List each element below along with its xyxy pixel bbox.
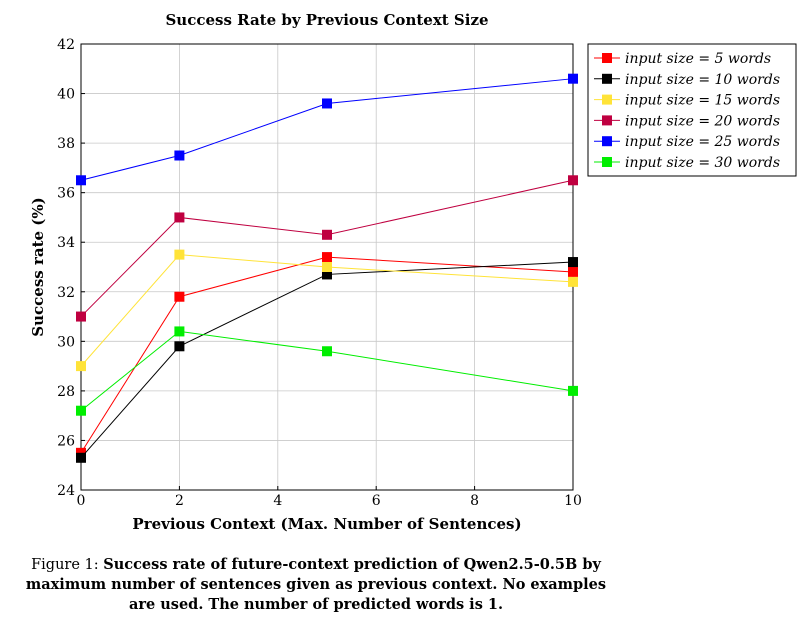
data-point: [568, 266, 578, 277]
figure-caption: Figure 1: Success rate of future-context…: [24, 555, 608, 615]
x-tick-label: 4: [273, 493, 282, 509]
series-line: [80, 256, 574, 454]
series-3: [76, 175, 578, 322]
legend-entry: input size = 30 words: [594, 155, 780, 171]
data-point: [322, 269, 332, 280]
series-line: [80, 254, 574, 367]
series-5: [76, 326, 578, 416]
caption-figure-label: Figure 1:: [31, 557, 99, 573]
legend-entry: input size = 20 words: [594, 113, 780, 129]
series-group: [76, 73, 578, 463]
legend: input size = 5 words input size = 10 word…: [587, 43, 797, 177]
data-point: [174, 249, 185, 260]
legend-marker: [602, 94, 612, 105]
y-tick-label: 42: [57, 37, 75, 53]
legend-marker: [602, 115, 612, 126]
data-point: [174, 150, 185, 161]
y-tick-label: 36: [57, 186, 75, 202]
data-point: [76, 405, 86, 416]
data-point: [322, 346, 332, 357]
data-point: [322, 229, 332, 240]
series-line: [80, 330, 574, 412]
legend-label: input size = 5 words: [625, 51, 771, 67]
data-point: [322, 252, 332, 263]
legend-label: input size = 30 words: [625, 155, 780, 171]
x-tick-label: 8: [470, 493, 479, 509]
caption-text: Success rate of future-context predictio…: [25, 556, 607, 613]
data-point: [174, 291, 185, 302]
y-tick-label: 34: [57, 235, 75, 251]
series-line: [80, 78, 574, 181]
data-point: [76, 452, 86, 463]
data-point: [174, 212, 185, 223]
x-tick-label: 6: [372, 493, 381, 509]
series-line: [80, 261, 574, 459]
data-point: [568, 175, 578, 186]
y-tick-label: 32: [57, 285, 75, 301]
legend-marker: [602, 73, 612, 84]
legend-marker: [602, 136, 612, 147]
x-tick-label: 2: [175, 493, 184, 509]
legend-label: input size = 15 words: [625, 93, 780, 109]
y-tick-label: 40: [57, 87, 75, 103]
series-line: [80, 179, 574, 317]
legend-entry: input size = 15 words: [594, 93, 780, 109]
y-tick-label: 28: [57, 384, 75, 400]
data-point: [568, 257, 578, 268]
data-point: [76, 361, 86, 372]
legend-marker: [602, 53, 612, 63]
legend-entry: input size = 5 words: [594, 51, 771, 67]
x-tick-label: 0: [77, 493, 86, 509]
data-point: [322, 262, 332, 272]
y-tick-label: 38: [57, 136, 75, 152]
data-point: [568, 276, 578, 287]
series-1: [76, 257, 578, 463]
data-point: [76, 175, 86, 186]
x-axis-label: Previous Context (Max. Number of Sentenc…: [132, 515, 521, 533]
legend-label: input size = 20 words: [625, 113, 780, 129]
data-point: [568, 73, 578, 84]
y-tick-label: 24: [57, 483, 75, 499]
data-point: [322, 98, 332, 109]
data-point: [174, 341, 185, 352]
y-tick-label: 30: [57, 334, 75, 350]
data-point: [76, 311, 86, 322]
x-tick-label: 10: [564, 493, 582, 509]
data-point: [568, 385, 578, 396]
y-tick-label: 26: [57, 433, 75, 449]
legend-label: input size = 25 words: [625, 134, 780, 150]
legend-entry: input size = 25 words: [594, 134, 780, 150]
legend-label: input size = 10 words: [625, 72, 780, 88]
data-point: [174, 326, 185, 337]
legend-marker: [602, 157, 612, 167]
legend-entry: input size = 10 words: [594, 72, 780, 88]
chart-title: Success Rate by Previous Context Size: [165, 11, 488, 29]
series-2: [76, 249, 578, 372]
y-axis-label: Success rate (%): [29, 197, 47, 336]
series-4: [76, 73, 578, 186]
legend-box: [587, 43, 797, 177]
